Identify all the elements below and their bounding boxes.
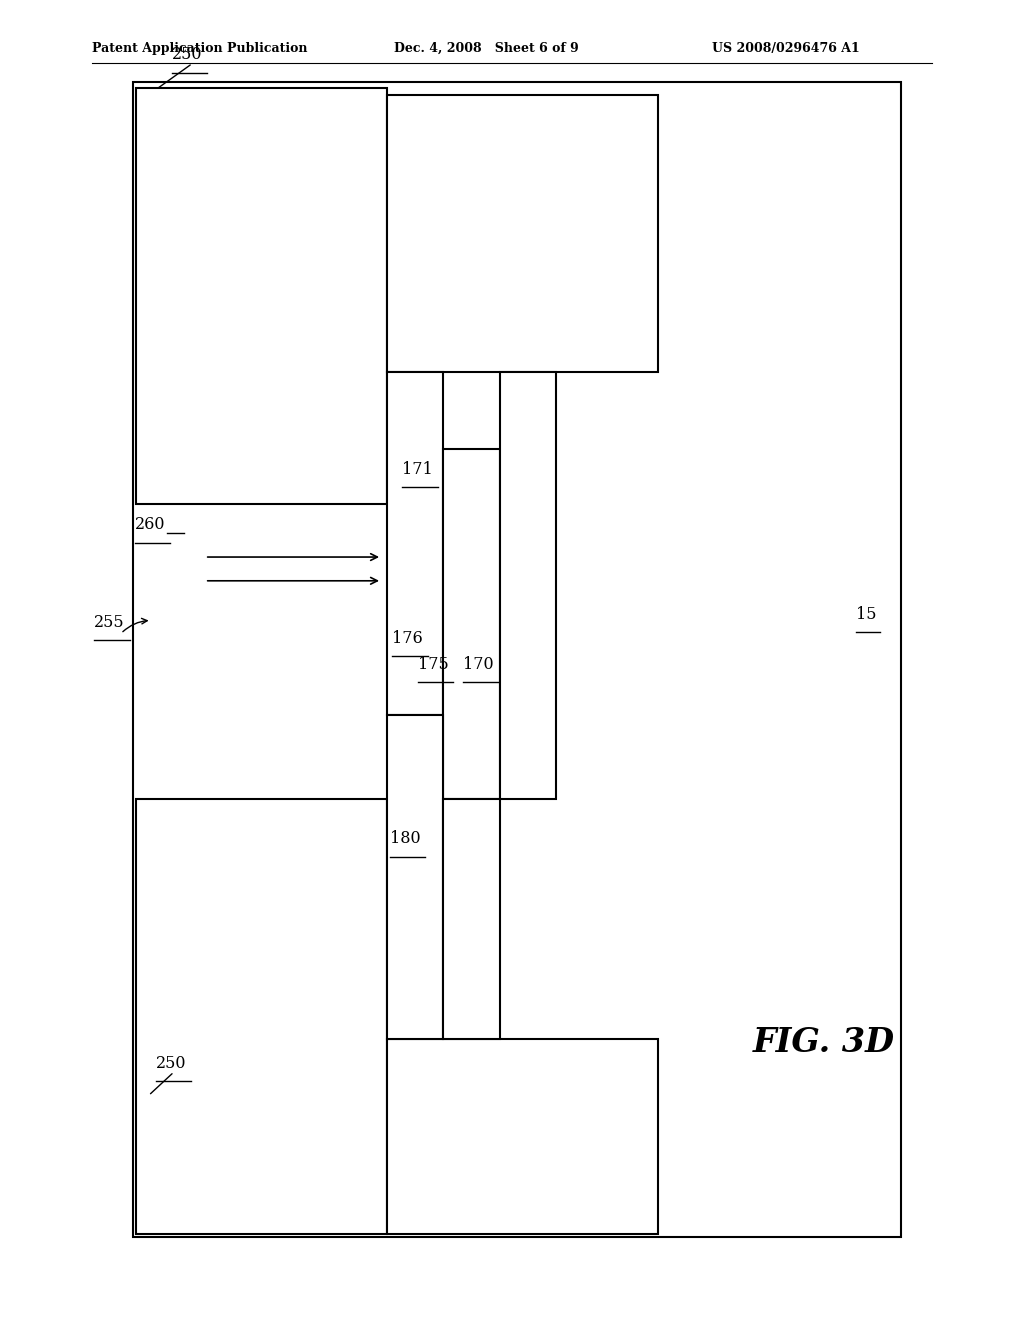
Text: 260: 260 xyxy=(135,516,166,533)
Text: FIG. 3D: FIG. 3D xyxy=(753,1027,895,1059)
Bar xyxy=(443,799,500,1039)
Bar xyxy=(500,372,556,799)
Bar xyxy=(133,82,901,1237)
Text: 176: 176 xyxy=(392,630,423,647)
Bar xyxy=(136,88,387,504)
Text: 15: 15 xyxy=(856,606,877,623)
Bar xyxy=(136,799,387,1234)
Text: Dec. 4, 2008   Sheet 6 of 9: Dec. 4, 2008 Sheet 6 of 9 xyxy=(394,42,579,55)
Text: 175: 175 xyxy=(418,656,449,673)
Bar xyxy=(387,95,658,372)
Text: 250: 250 xyxy=(172,46,203,63)
Bar xyxy=(387,715,443,1039)
Text: Patent Application Publication: Patent Application Publication xyxy=(92,42,307,55)
Text: 250: 250 xyxy=(156,1055,186,1072)
Text: 180: 180 xyxy=(390,830,421,847)
Text: US 2008/0296476 A1: US 2008/0296476 A1 xyxy=(712,42,859,55)
Bar xyxy=(387,372,443,715)
Text: 170: 170 xyxy=(463,656,494,673)
Text: 171: 171 xyxy=(402,461,433,478)
Text: 255: 255 xyxy=(94,614,125,631)
Bar xyxy=(387,1039,658,1234)
Bar xyxy=(443,449,500,799)
